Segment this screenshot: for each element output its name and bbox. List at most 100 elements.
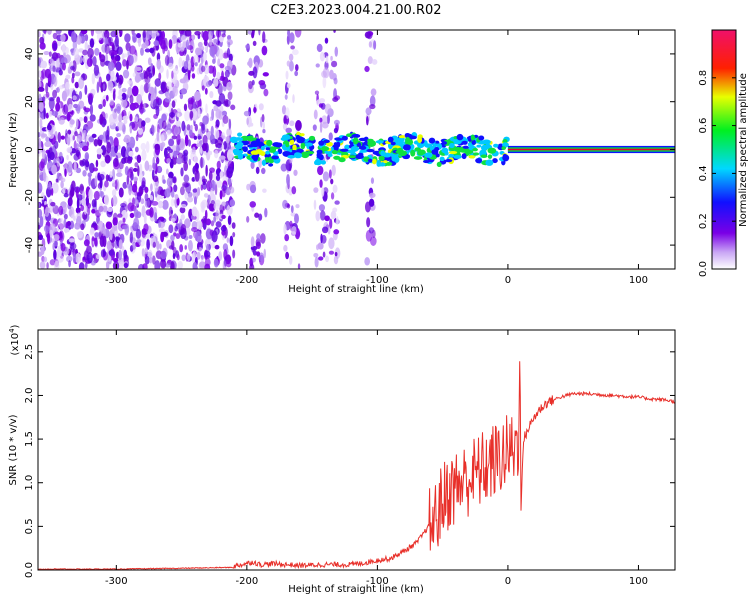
speckle <box>76 231 84 239</box>
speckle <box>332 184 338 193</box>
speckle <box>225 261 232 268</box>
speckle <box>39 117 43 129</box>
signal-blob <box>320 160 327 165</box>
speckle <box>211 108 215 121</box>
speckle <box>231 222 236 229</box>
speckle <box>117 95 123 100</box>
speckle <box>226 254 231 263</box>
speckle <box>210 241 215 249</box>
speckle <box>75 167 82 174</box>
signal-blob <box>292 144 297 151</box>
speckle <box>221 110 228 117</box>
speckle <box>38 131 41 138</box>
speckle <box>186 196 194 203</box>
speckle <box>122 217 126 223</box>
colorbar-tick-label: 0.4 <box>698 165 709 181</box>
speckle <box>58 217 64 230</box>
speckle <box>286 173 290 186</box>
speckle <box>210 220 215 227</box>
speckle <box>184 134 189 147</box>
speckle <box>184 245 187 250</box>
speckle <box>147 164 153 172</box>
speckle <box>38 224 41 230</box>
speckle <box>321 70 327 78</box>
speckle <box>205 81 211 88</box>
signal-blob <box>260 145 265 151</box>
speckle <box>62 188 65 195</box>
speckle <box>79 159 83 166</box>
speckle <box>180 214 185 220</box>
speckle <box>217 58 221 67</box>
speckle <box>191 206 198 217</box>
speckle <box>102 98 106 108</box>
speckle <box>191 227 198 233</box>
speckle <box>182 181 189 188</box>
speckle <box>213 78 219 87</box>
speckle <box>39 42 46 50</box>
speckle <box>196 186 201 196</box>
speckle <box>180 167 184 177</box>
speckle <box>195 162 199 170</box>
speckle <box>200 65 206 73</box>
speckle <box>189 129 193 136</box>
speckle <box>221 188 226 198</box>
speckle <box>258 252 264 262</box>
speckle <box>107 61 115 71</box>
speckle <box>74 130 78 137</box>
speckle <box>44 206 50 218</box>
speckle <box>328 169 332 179</box>
speckle <box>67 103 73 112</box>
speckle <box>181 120 186 132</box>
speckle <box>250 161 255 169</box>
speckle <box>64 168 67 177</box>
speckle <box>90 227 95 234</box>
speckle <box>63 213 68 220</box>
signal-blob <box>480 154 488 159</box>
speckle <box>152 65 156 76</box>
speckle <box>38 81 42 88</box>
snr-ytick-label: 0.0 <box>24 562 35 578</box>
speckle <box>217 136 223 146</box>
colorbar-label: Normalized spectral amplitude <box>738 73 749 227</box>
speckle <box>53 239 59 247</box>
colorbar-ticks: 0.0 0.2 0.4 0.6 0.8 <box>698 70 736 277</box>
speckle <box>195 230 202 243</box>
speckle <box>40 192 45 201</box>
speckle <box>166 69 169 79</box>
speckle <box>194 62 198 67</box>
speckle <box>368 192 376 198</box>
snr-x-label: Height of straight line (km) <box>288 584 424 595</box>
speckle <box>256 233 261 241</box>
speckle <box>264 207 268 218</box>
speckle <box>103 30 110 39</box>
speckle <box>194 123 198 132</box>
speckle <box>129 212 135 219</box>
speckle <box>129 231 133 244</box>
spectrogram-image <box>38 30 675 269</box>
signal-blob <box>316 151 321 159</box>
speckle <box>122 59 127 67</box>
speckle <box>227 34 232 41</box>
speckle <box>65 81 70 90</box>
speckle <box>114 35 119 47</box>
signal-blob <box>367 139 377 147</box>
speckle <box>66 255 73 263</box>
signal-blob <box>251 154 259 160</box>
signal-blob <box>444 158 453 163</box>
speckle <box>60 33 66 42</box>
speckle <box>144 117 151 123</box>
spectrogram-xtick-label: -200 <box>236 275 259 286</box>
speckle <box>171 100 176 108</box>
speckle <box>247 61 252 67</box>
speckle <box>211 137 215 145</box>
speckle <box>164 188 171 198</box>
speckle <box>176 133 181 146</box>
speckle <box>62 62 66 71</box>
speckle <box>210 125 214 137</box>
speckle <box>104 180 109 188</box>
speckle <box>100 226 105 234</box>
speckle <box>80 30 88 35</box>
speckle <box>92 167 99 172</box>
speckle <box>78 262 85 269</box>
